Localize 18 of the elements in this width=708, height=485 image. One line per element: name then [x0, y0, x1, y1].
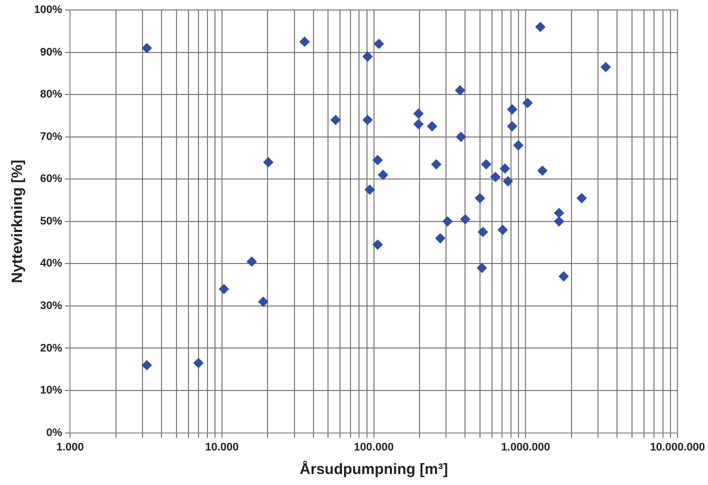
y-tick-label: 60%	[40, 173, 62, 186]
y-tick-label: 30%	[40, 300, 62, 312]
y-axis-title: Nyttevirkning [%]	[9, 160, 26, 284]
x-tick-label: 1.000	[56, 441, 84, 454]
y-tick-label: 50%	[40, 215, 62, 228]
x-tick-label: 10.000.000	[650, 441, 706, 454]
y-tick-label: 0%	[46, 426, 62, 439]
y-tick-label: 80%	[40, 88, 62, 101]
x-tick-label: 1.000.000	[501, 441, 550, 454]
y-tick-label: 70%	[40, 130, 62, 143]
y-tick-label: 90%	[40, 46, 62, 58]
x-tick-label: 100.000	[354, 441, 394, 454]
y-tick-label: 10%	[40, 384, 62, 397]
y-tick-label: 100%	[34, 4, 62, 16]
x-axis-title: Årsudpumpning [m³]	[300, 460, 448, 478]
y-tick-label: 40%	[40, 258, 62, 270]
y-tick-label: 20%	[40, 342, 62, 354]
x-tick-label: 10.000	[205, 441, 239, 454]
